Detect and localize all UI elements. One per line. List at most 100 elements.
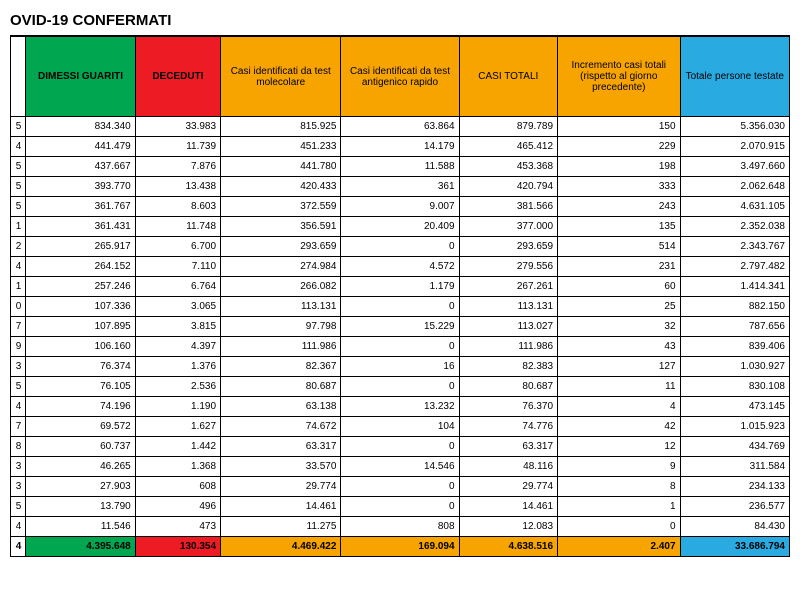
table-row: 1257.2466.764266.0821.179267.261601.414.… xyxy=(11,277,790,297)
total-cell-dimessi: 4.395.648 xyxy=(26,537,135,557)
table-row: 5834.34033.983815.92563.864879.7891505.3… xyxy=(11,117,790,137)
cell-deceduti: 608 xyxy=(135,477,220,497)
total-cell-totali: 4.638.516 xyxy=(459,537,557,557)
cell-testate: 1.030.927 xyxy=(680,357,789,377)
cell-molecolare: 14.461 xyxy=(221,497,341,517)
totals-row: 44.395.648130.3544.469.422169.0944.638.5… xyxy=(11,537,790,557)
table-row: 5361.7678.603372.5599.007381.5662434.631… xyxy=(11,197,790,217)
cell-molecolare: 29.774 xyxy=(221,477,341,497)
cell-molecolare: 441.780 xyxy=(221,157,341,177)
cell-dimessi: 264.152 xyxy=(26,257,135,277)
total-cell-deceduti: 130.354 xyxy=(135,537,220,557)
cell-deceduti: 2.536 xyxy=(135,377,220,397)
cell-testate: 3.497.660 xyxy=(680,157,789,177)
table-row: 5437.6677.876441.78011.588453.3681983.49… xyxy=(11,157,790,177)
cell-antigenico: 63.864 xyxy=(341,117,459,137)
cell-dimessi: 834.340 xyxy=(26,117,135,137)
header-testate: Totale persone testate xyxy=(680,37,789,117)
cell-molecolare: 33.570 xyxy=(221,457,341,477)
table-row: 9106.1604.397111.9860111.98643839.406 xyxy=(11,337,790,357)
table-row: 860.7371.44263.317063.31712434.769 xyxy=(11,437,790,457)
cell-molecolare: 266.082 xyxy=(221,277,341,297)
cell-testate: 2.062.648 xyxy=(680,177,789,197)
cell-molecolare: 815.925 xyxy=(221,117,341,137)
cell-incremento: 9 xyxy=(558,457,681,477)
cell-incremento: 42 xyxy=(558,417,681,437)
cell-dimessi: 107.336 xyxy=(26,297,135,317)
cell-antigenico: 15.229 xyxy=(341,317,459,337)
cell-totali: 63.317 xyxy=(459,437,557,457)
total-cell-testate: 33.686.794 xyxy=(680,537,789,557)
cell-incremento: 32 xyxy=(558,317,681,337)
cell-molecolare: 97.798 xyxy=(221,317,341,337)
cell-incremento: 8 xyxy=(558,477,681,497)
table-row: 0107.3363.065113.1310113.13125882.150 xyxy=(11,297,790,317)
cell-incremento: 514 xyxy=(558,237,681,257)
cell-idx: 3 xyxy=(11,357,26,377)
cell-dimessi: 13.790 xyxy=(26,497,135,517)
cell-testate: 234.133 xyxy=(680,477,789,497)
covid-table: DIMESSI GUARITI DECEDUTI Casi identifica… xyxy=(10,36,790,557)
cell-deceduti: 3.815 xyxy=(135,317,220,337)
cell-totali: 48.116 xyxy=(459,457,557,477)
total-cell-incremento: 2.407 xyxy=(558,537,681,557)
cell-deceduti: 7.110 xyxy=(135,257,220,277)
cell-idx: 9 xyxy=(11,337,26,357)
cell-totali: 377.000 xyxy=(459,217,557,237)
table-row: 5393.77013.438420.433361420.7943332.062.… xyxy=(11,177,790,197)
cell-molecolare: 113.131 xyxy=(221,297,341,317)
cell-dimessi: 60.737 xyxy=(26,437,135,457)
total-cell-molecolare: 4.469.422 xyxy=(221,537,341,557)
table-row: 346.2651.36833.57014.54648.1169311.584 xyxy=(11,457,790,477)
cell-deceduti: 7.876 xyxy=(135,157,220,177)
cell-testate: 2.343.767 xyxy=(680,237,789,257)
cell-deceduti: 473 xyxy=(135,517,220,537)
cell-dimessi: 69.572 xyxy=(26,417,135,437)
table-row: 769.5721.62774.67210474.776421.015.923 xyxy=(11,417,790,437)
cell-antigenico: 0 xyxy=(341,477,459,497)
cell-dimessi: 76.374 xyxy=(26,357,135,377)
cell-molecolare: 63.138 xyxy=(221,397,341,417)
cell-antigenico: 4.572 xyxy=(341,257,459,277)
cell-deceduti: 1.376 xyxy=(135,357,220,377)
cell-antigenico: 0 xyxy=(341,337,459,357)
cell-dimessi: 441.479 xyxy=(26,137,135,157)
header-idx xyxy=(11,37,26,117)
cell-totali: 293.659 xyxy=(459,237,557,257)
cell-incremento: 127 xyxy=(558,357,681,377)
cell-idx: 2 xyxy=(11,237,26,257)
cell-testate: 473.145 xyxy=(680,397,789,417)
cell-molecolare: 420.433 xyxy=(221,177,341,197)
cell-idx: 5 xyxy=(11,377,26,397)
header-dimessi: DIMESSI GUARITI xyxy=(26,37,135,117)
cell-totali: 879.789 xyxy=(459,117,557,137)
cell-testate: 882.150 xyxy=(680,297,789,317)
cell-totali: 80.687 xyxy=(459,377,557,397)
cell-idx: 5 xyxy=(11,177,26,197)
cell-dimessi: 393.770 xyxy=(26,177,135,197)
cell-testate: 2.797.482 xyxy=(680,257,789,277)
cell-testate: 1.015.923 xyxy=(680,417,789,437)
cell-totali: 82.383 xyxy=(459,357,557,377)
cell-dimessi: 361.431 xyxy=(26,217,135,237)
table-row: 7107.8953.81597.79815.229113.02732787.65… xyxy=(11,317,790,337)
cell-testate: 236.577 xyxy=(680,497,789,517)
cell-idx: 0 xyxy=(11,297,26,317)
cell-testate: 84.430 xyxy=(680,517,789,537)
cell-testate: 839.406 xyxy=(680,337,789,357)
cell-dimessi: 11.546 xyxy=(26,517,135,537)
cell-deceduti: 6.764 xyxy=(135,277,220,297)
table-row: 2265.9176.700293.6590293.6595142.343.767 xyxy=(11,237,790,257)
cell-antigenico: 16 xyxy=(341,357,459,377)
table-row: 576.1052.53680.687080.68711830.108 xyxy=(11,377,790,397)
cell-antigenico: 1.179 xyxy=(341,277,459,297)
table-row: 4264.1527.110274.9844.572279.5562312.797… xyxy=(11,257,790,277)
cell-incremento: 4 xyxy=(558,397,681,417)
cell-antigenico: 14.546 xyxy=(341,457,459,477)
cell-incremento: 11 xyxy=(558,377,681,397)
cell-testate: 2.070.915 xyxy=(680,137,789,157)
cell-dimessi: 437.667 xyxy=(26,157,135,177)
cell-totali: 453.368 xyxy=(459,157,557,177)
header-molecolare: Casi identificati da test molecolare xyxy=(221,37,341,117)
table-row: 4441.47911.739451.23314.179465.4122292.0… xyxy=(11,137,790,157)
